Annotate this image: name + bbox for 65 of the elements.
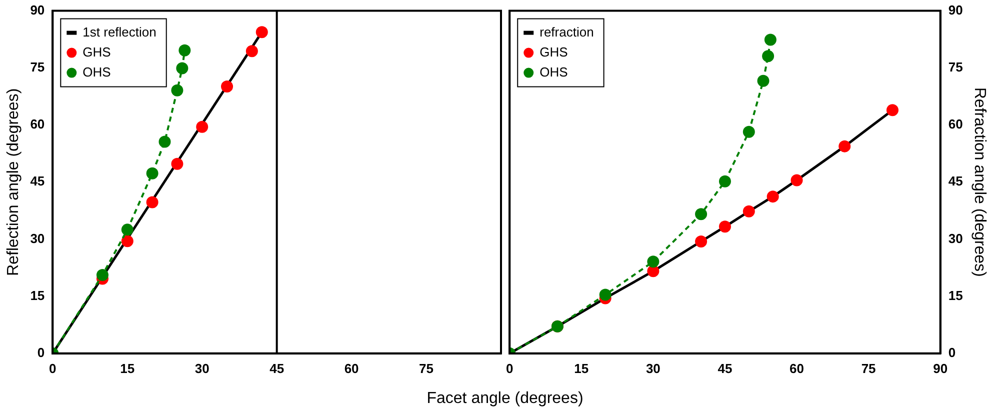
point	[246, 45, 258, 58]
point	[196, 120, 208, 133]
point	[599, 288, 612, 301]
point	[176, 62, 188, 74]
point	[171, 158, 184, 170]
x-tick-label: 15	[120, 360, 135, 376]
x-axis-title: Facet angle (degrees)	[426, 390, 584, 408]
point	[742, 205, 755, 218]
point	[838, 140, 851, 152]
point	[766, 190, 779, 203]
legend-label: GHS	[540, 44, 568, 60]
legend-label: OHS	[540, 64, 568, 80]
y-tick-label: 45	[30, 174, 45, 189]
y2-tick-label: 90	[948, 2, 963, 18]
point	[718, 220, 731, 233]
x-tick-label: 75	[419, 360, 434, 376]
x-tick-label: 0	[506, 360, 514, 376]
y2-axis-title: Refraction angle (degrees)	[970, 87, 988, 277]
point	[790, 174, 803, 186]
point	[695, 235, 708, 248]
point	[171, 84, 184, 96]
point	[718, 175, 731, 188]
x-tick-label: 60	[790, 360, 804, 376]
x-tick-label: 30	[646, 360, 660, 376]
point	[146, 167, 158, 180]
y-axis-title: Reflection angle (degrees)	[5, 88, 22, 276]
y-tick-label: 15	[30, 288, 45, 303]
x-tick-label: 45	[270, 360, 284, 376]
legend-label: 1st reflection	[82, 24, 156, 40]
point	[757, 74, 770, 87]
point	[96, 268, 108, 281]
y2-tick-label: 45	[948, 174, 963, 189]
y2-tick-label: 75	[948, 59, 963, 74]
x-tick-label: 30	[194, 360, 210, 376]
point	[178, 44, 191, 56]
point	[647, 256, 660, 268]
x-tick-label: 75	[861, 360, 876, 376]
y-tick-label: 60	[30, 116, 45, 132]
point	[764, 34, 776, 46]
x-tick-label: 15	[574, 360, 589, 376]
legend-label: refraction	[540, 24, 594, 40]
x-tick-label: 90	[933, 360, 948, 376]
x-tick-label: 60	[344, 360, 359, 376]
point	[121, 235, 134, 248]
y2-tick-label: 0	[948, 344, 956, 360]
x-tick-label: 0	[49, 360, 56, 376]
point	[146, 196, 158, 208]
legend-label: GHS	[82, 44, 112, 60]
point	[695, 208, 708, 220]
y2-tick-label: 60	[948, 116, 963, 132]
point	[742, 126, 755, 138]
y-tick-label: 75	[30, 59, 45, 74]
y-tick-label: 0	[37, 344, 45, 360]
legend-label: OHS	[82, 64, 112, 80]
y-tick-label: 30	[30, 230, 45, 246]
point	[221, 80, 234, 93]
y-tick-label: 90	[30, 2, 45, 18]
y2-tick-label: 15	[948, 288, 963, 303]
point	[158, 136, 171, 148]
y2-tick-label: 30	[948, 230, 963, 246]
x-tick-label: 45	[718, 360, 732, 376]
point	[256, 26, 268, 38]
point	[121, 224, 134, 236]
point	[886, 104, 898, 116]
point	[762, 50, 774, 62]
